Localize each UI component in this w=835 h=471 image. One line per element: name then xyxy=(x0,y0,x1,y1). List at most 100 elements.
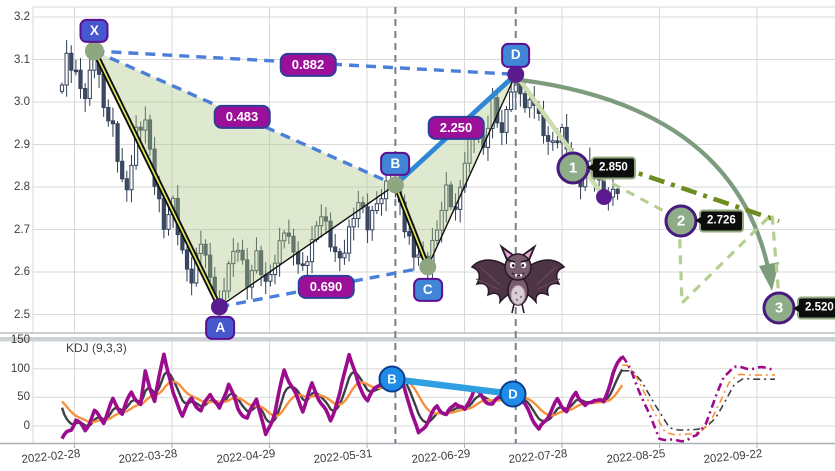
target-price-tag-3[interactable]: 2.520 xyxy=(797,296,835,320)
decline-end-dot xyxy=(596,189,612,205)
ratio-label-xb[interactable]: 0.483 xyxy=(213,104,271,130)
bat-fangs xyxy=(514,274,523,278)
pattern-point-dot-c xyxy=(419,258,437,276)
price-axis-tick: 3.0 xyxy=(14,96,30,108)
pattern-edge-ab xyxy=(219,184,396,308)
candle-up xyxy=(198,243,204,254)
candle-up xyxy=(319,216,324,227)
kdj-d-forecast xyxy=(622,364,775,436)
candle-up xyxy=(370,210,375,231)
price-axis-tick: 2.9 xyxy=(14,138,30,151)
candle-up xyxy=(235,249,241,253)
pattern-point-dot-a xyxy=(210,298,228,316)
candle-down xyxy=(286,232,291,237)
candle-up xyxy=(87,69,92,100)
candle-down xyxy=(115,123,120,162)
pattern-point-dot-b xyxy=(386,176,404,194)
candle-up xyxy=(527,99,532,109)
olive-dashdot-projection xyxy=(616,163,780,224)
bat-brows xyxy=(507,259,529,263)
pattern-point-label-x[interactable]: X xyxy=(79,18,109,44)
candle-down xyxy=(83,88,88,100)
pattern-edge-cd xyxy=(427,74,517,268)
pattern-point-label-b[interactable]: B xyxy=(380,151,411,176)
candle-up xyxy=(64,52,69,86)
candle-up xyxy=(351,217,356,228)
candle-up xyxy=(379,198,384,205)
candle-down xyxy=(120,160,125,180)
kdj-axis-tick: 100 xyxy=(10,362,30,375)
candle-down xyxy=(407,231,412,237)
candle-up xyxy=(231,250,236,265)
candle-down xyxy=(147,119,153,150)
price-axis-tick: 3.2 xyxy=(14,11,30,23)
candle-up xyxy=(416,254,421,258)
kdj-marker-d[interactable]: D xyxy=(499,380,527,408)
candle-down xyxy=(499,122,504,133)
curved-projection-arrow xyxy=(520,77,772,273)
candle-down xyxy=(69,52,74,71)
price-axis-tick: 2.7 xyxy=(14,223,30,236)
candle-down xyxy=(337,251,342,259)
candle-down xyxy=(138,126,143,131)
bat-belly-spot xyxy=(519,295,523,299)
pattern-leg-core xyxy=(93,50,221,308)
candle-down xyxy=(328,220,333,248)
candle-up xyxy=(374,203,379,212)
bat-left-pupil xyxy=(511,264,515,267)
kdj-j-line xyxy=(60,352,624,440)
ratio-label-xd[interactable]: 0.882 xyxy=(279,52,337,78)
candle-down xyxy=(240,249,245,261)
candle-up xyxy=(226,263,231,292)
pattern-point-label-d[interactable]: D xyxy=(500,43,531,68)
target-price-tag-1[interactable]: 2.850 xyxy=(591,156,636,180)
candle-down xyxy=(448,184,454,208)
candle-up xyxy=(133,126,139,166)
candle-up xyxy=(504,109,509,133)
kdj-k-forecast xyxy=(622,369,775,431)
pattern-fill-bcd xyxy=(395,74,516,267)
candle-down xyxy=(546,135,551,142)
price-axis-tick: 2.6 xyxy=(14,266,30,278)
candle-down xyxy=(101,73,106,109)
kdj-axis-tick: 0 xyxy=(23,420,30,432)
pane-separator-band xyxy=(0,337,835,342)
candle-up xyxy=(342,252,347,259)
candle-up xyxy=(509,91,514,111)
kdj-marker-b[interactable]: B xyxy=(378,365,406,393)
target-price-tag-2[interactable]: 2.726 xyxy=(699,209,744,233)
candle-up xyxy=(254,250,259,272)
candle-up xyxy=(610,188,616,198)
ratio-label-ac[interactable]: 0.690 xyxy=(297,274,355,300)
candle-down xyxy=(161,198,166,230)
candle-down xyxy=(106,107,111,122)
ratio-label-bd[interactable]: 2.250 xyxy=(427,115,485,141)
kdj-j-forecast xyxy=(621,355,776,443)
pattern-point-label-a[interactable]: A xyxy=(205,315,236,340)
candle-up xyxy=(268,274,273,282)
bat-feet xyxy=(511,303,525,314)
price-axis-tick: 3.1 xyxy=(14,53,30,66)
candle-up xyxy=(434,229,440,241)
pattern-leg-core xyxy=(394,184,429,268)
candle-down xyxy=(124,178,129,191)
candle-down xyxy=(189,268,194,284)
price-axis-tick: 2.5 xyxy=(14,308,30,321)
candle-down xyxy=(555,140,560,144)
bat-illustration xyxy=(470,243,566,314)
candle-up xyxy=(305,261,310,266)
candle-down xyxy=(323,216,329,222)
candle-down xyxy=(73,69,78,73)
candle-down xyxy=(291,235,296,253)
kdj-axis-tick: 150 xyxy=(10,334,30,347)
pattern-point-label-c[interactable]: C xyxy=(412,277,443,302)
kdj-bd-line xyxy=(391,375,514,398)
bat-wing-veins xyxy=(475,266,561,290)
candle-down xyxy=(365,206,370,231)
candle-up xyxy=(309,238,315,263)
candle-up xyxy=(346,226,352,254)
candle-up xyxy=(129,164,134,191)
candle-down xyxy=(203,243,208,256)
candle-up xyxy=(282,232,287,242)
